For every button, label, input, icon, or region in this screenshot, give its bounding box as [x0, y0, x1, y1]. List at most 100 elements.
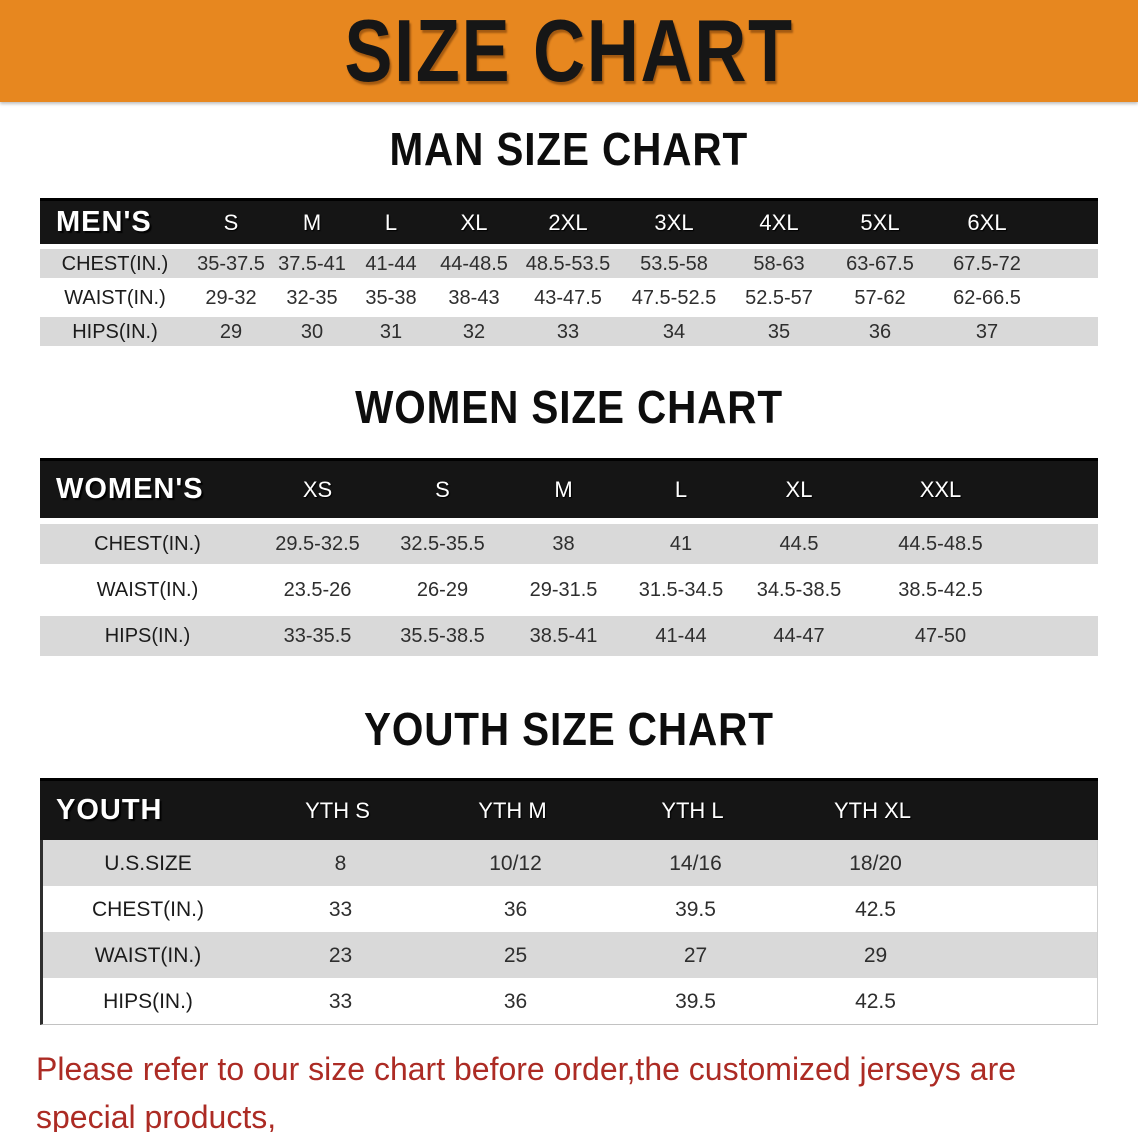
youth-ussize-row: U.S.SIZE 8 10/12 14/16 18/20 — [43, 840, 1097, 886]
row-label: U.S.SIZE — [104, 851, 192, 875]
table-cell: 35 — [767, 320, 791, 343]
row-label: CHEST(IN.) — [61, 252, 169, 275]
men-table-corner-label: MEN'S — [56, 206, 152, 238]
youth-col-header: YTH XL — [833, 797, 912, 823]
women-section-heading-text: WOMEN SIZE CHART — [355, 381, 783, 433]
table-cell: 31 — [379, 320, 403, 343]
table-cell: 26-29 — [416, 579, 469, 601]
row-label: CHEST(IN.) — [92, 897, 204, 921]
table-cell: 32.5-35.5 — [400, 533, 485, 555]
table-cell: 8 — [334, 851, 347, 875]
table-cell: 44-47 — [773, 625, 825, 647]
table-cell: 36 — [868, 320, 892, 343]
youth-col-header: YTH M — [478, 797, 547, 823]
women-section-heading: WOMEN SIZE CHART — [0, 384, 1138, 430]
table-cell: 34.5-38.5 — [756, 579, 842, 601]
table-cell: 29-32 — [205, 286, 257, 309]
table-cell: 47-50 — [914, 625, 967, 647]
footer-note-line1: Please refer to our size chart before or… — [36, 1051, 1017, 1132]
men-col-header: XL — [460, 209, 488, 235]
table-cell: 25 — [503, 943, 528, 967]
table-cell: 38.5-41 — [529, 625, 598, 647]
table-cell: 41-44 — [365, 252, 417, 275]
men-col-header: 3XL — [654, 209, 694, 235]
table-cell: 32 — [462, 320, 486, 343]
table-cell: 18/20 — [849, 851, 902, 875]
youth-col-header: YTH L — [661, 797, 724, 823]
table-cell: 36 — [503, 989, 528, 1013]
table-cell: 23.5-26 — [283, 579, 352, 601]
men-col-header: L — [384, 209, 398, 235]
table-cell: 33-35.5 — [283, 625, 352, 647]
row-label: HIPS(IN.) — [103, 989, 193, 1013]
table-cell: 58-63 — [753, 252, 805, 275]
table-cell: 35-37.5 — [197, 252, 265, 275]
men-col-header: 6XL — [967, 209, 1007, 235]
table-cell: 35-38 — [365, 286, 417, 309]
table-cell: 44.5-48.5 — [898, 533, 983, 555]
youth-table-body: U.S.SIZE 8 10/12 14/16 18/20 CHEST(IN.) … — [40, 840, 1098, 1025]
table-cell: 33 — [328, 897, 353, 921]
men-section-heading: MAN SIZE CHART — [0, 126, 1138, 172]
row-label: CHEST(IN.) — [94, 533, 201, 555]
table-cell: 41-44 — [655, 625, 707, 647]
women-col-header: XL — [785, 476, 813, 502]
women-table-corner-label: WOMEN'S — [56, 473, 204, 505]
table-cell: 47.5-52.5 — [631, 286, 717, 309]
women-col-header: S — [435, 476, 450, 502]
row-label: WAIST(IN.) — [96, 579, 199, 601]
row-label: HIPS(IN.) — [72, 320, 158, 343]
table-cell: 38 — [552, 533, 575, 555]
table-cell: 29-31.5 — [529, 579, 598, 601]
table-cell: 44-48.5 — [440, 252, 508, 275]
table-cell: 43-47.5 — [534, 286, 602, 309]
youth-waist-row: WAIST(IN.) 23 25 27 29 — [43, 932, 1097, 978]
men-table-header-row: MEN'S S M L XL 2XL 3XL 4XL 5XL 6XL — [40, 198, 1098, 244]
men-chest-row: CHEST(IN.) 35-37.5 37.5-41 41-44 44-48.5… — [40, 249, 1098, 278]
table-cell: 67.5-72 — [953, 252, 1021, 275]
men-waist-row: WAIST(IN.) 29-32 32-35 35-38 38-43 43-47… — [40, 283, 1098, 312]
row-label: WAIST(IN.) — [94, 943, 202, 967]
youth-section-heading-text: YOUTH SIZE CHART — [364, 703, 774, 755]
table-cell: 41 — [669, 533, 693, 555]
women-col-header: M — [554, 476, 573, 502]
banner: SIZE CHART — [0, 0, 1138, 102]
table-cell: 62-66.5 — [953, 286, 1021, 309]
men-col-header: 5XL — [860, 209, 900, 235]
youth-chest-row: CHEST(IN.) 33 36 39.5 42.5 — [43, 886, 1097, 932]
men-hips-row: HIPS(IN.) 29 30 31 32 33 34 35 36 37 — [40, 317, 1098, 346]
women-chest-row: CHEST(IN.) 29.5-32.5 32.5-35.5 38 41 44.… — [40, 524, 1098, 564]
men-size-table: MEN'S S M L XL 2XL 3XL 4XL 5XL 6XL CHEST… — [40, 198, 1098, 346]
men-col-header: 2XL — [548, 209, 588, 235]
table-cell: 38-43 — [448, 286, 500, 309]
men-col-header: 4XL — [759, 209, 799, 235]
table-cell: 27 — [683, 943, 708, 967]
table-cell: 29 — [219, 320, 243, 343]
women-col-header: XXL — [919, 476, 962, 502]
table-cell: 32-35 — [286, 286, 338, 309]
table-cell: 29 — [863, 943, 888, 967]
table-cell: 39.5 — [675, 897, 716, 921]
table-cell: 35.5-38.5 — [400, 625, 485, 647]
table-cell: 31.5-34.5 — [638, 579, 724, 601]
table-cell: 57-62 — [854, 286, 906, 309]
women-size-table: WOMEN'S XS S M L XL XXL CHEST(IN.) 29.5-… — [40, 458, 1098, 656]
women-table-header-row: WOMEN'S XS S M L XL XXL — [40, 458, 1098, 518]
table-cell: 42.5 — [855, 897, 896, 921]
banner-title: SIZE CHART — [344, 1, 794, 100]
table-cell: 33 — [556, 320, 580, 343]
footer-note: Please refer to our size chart before or… — [36, 1045, 1116, 1132]
table-cell: 48.5-53.5 — [525, 252, 611, 275]
table-cell: 30 — [300, 320, 324, 343]
women-waist-row: WAIST(IN.) 23.5-26 26-29 29-31.5 31.5-34… — [40, 570, 1098, 610]
men-col-header: M — [302, 209, 322, 235]
table-cell: 33 — [328, 989, 353, 1013]
row-label: WAIST(IN.) — [64, 286, 166, 309]
table-cell: 10/12 — [489, 851, 542, 875]
table-cell: 39.5 — [675, 989, 716, 1013]
women-hips-row: HIPS(IN.) 33-35.5 35.5-38.5 38.5-41 41-4… — [40, 616, 1098, 656]
table-cell: 53.5-58 — [640, 252, 708, 275]
table-cell: 63-67.5 — [846, 252, 914, 275]
youth-section-heading: YOUTH SIZE CHART — [0, 706, 1138, 752]
table-cell: 29.5-32.5 — [275, 533, 360, 555]
